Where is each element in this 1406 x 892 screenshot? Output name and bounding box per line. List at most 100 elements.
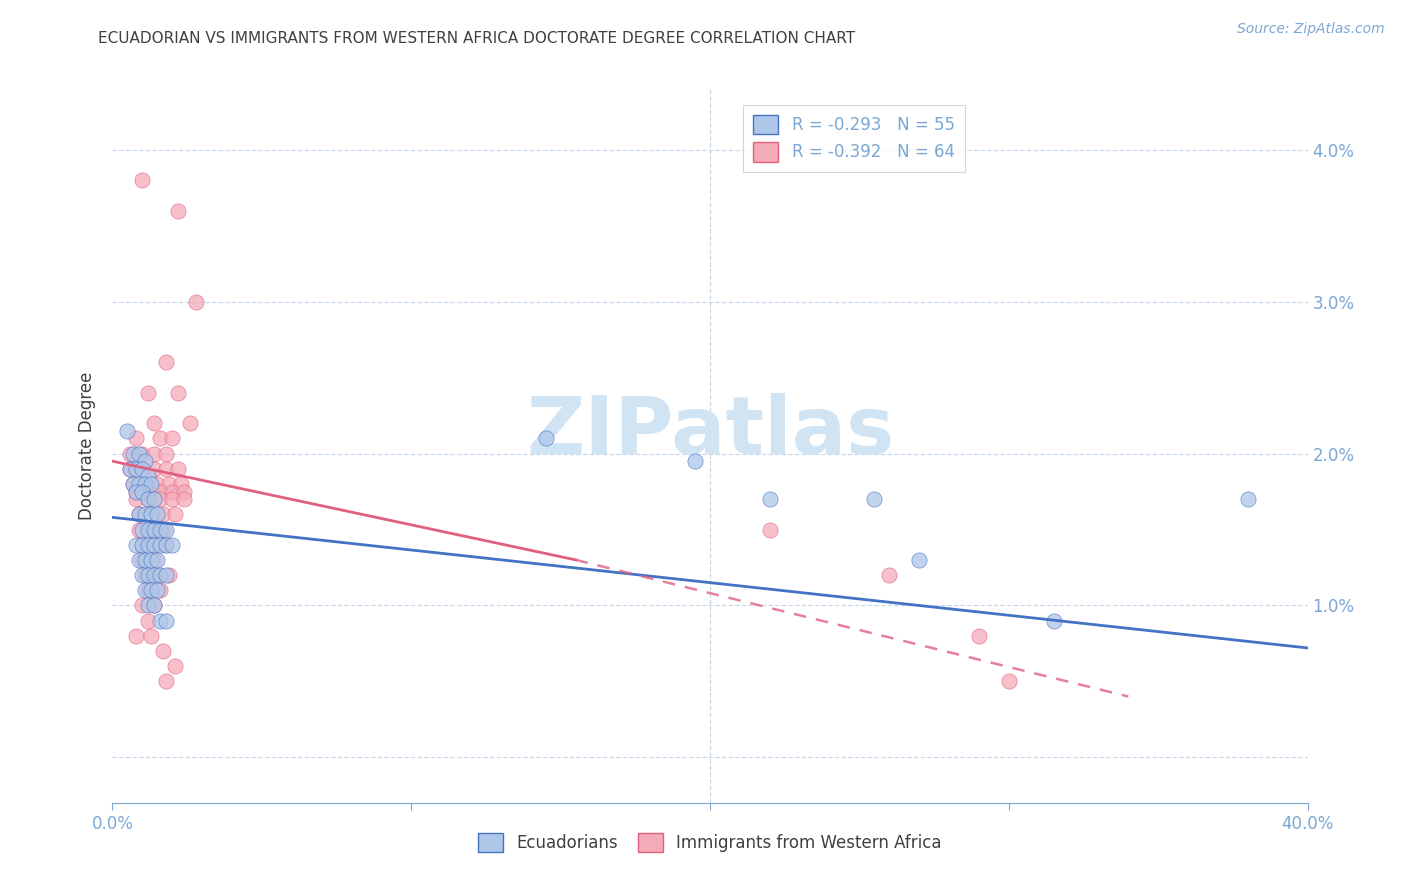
Point [131,462,153,476]
Point [162,431,183,445]
Point [125,431,148,445]
Point [759,523,782,537]
Point [131,538,153,552]
Point [128,447,150,461]
Point [131,599,153,613]
Point [157,477,180,491]
Point [146,553,169,567]
Point [128,553,150,567]
Point [155,447,177,461]
Point [167,385,190,400]
Point [998,674,1021,689]
Point [138,599,160,613]
Point [143,538,166,552]
Point [134,568,156,582]
Y-axis label: Doctorate Degree: Doctorate Degree [77,372,96,520]
Point [138,469,160,483]
Point [131,568,153,582]
Text: ZIPatlas: ZIPatlas [526,392,894,471]
Point [879,568,901,582]
Point [134,553,156,567]
Point [179,416,201,430]
Point [141,553,163,567]
Point [125,629,148,643]
Point [138,492,160,507]
Point [131,484,153,499]
Point [143,553,166,567]
Point [122,477,145,491]
Point [117,424,139,438]
Point [131,173,153,187]
Point [131,538,153,552]
Point [155,674,177,689]
Point [863,492,886,507]
Point [131,447,153,461]
Point [143,416,166,430]
Point [122,477,145,491]
Point [143,538,166,552]
Point [149,538,172,552]
Legend: Ecuadorians, Immigrants from Western Africa: Ecuadorians, Immigrants from Western Afr… [471,826,949,859]
Point [149,431,172,445]
Point [143,447,166,461]
Point [155,523,177,537]
Point [173,492,195,507]
Point [128,508,150,522]
Point [157,568,180,582]
Point [138,385,160,400]
Point [134,477,156,491]
Point [683,454,706,468]
Point [155,462,177,476]
Point [134,508,156,522]
Point [131,553,153,567]
Point [146,477,169,491]
Point [138,484,160,499]
Point [155,355,177,369]
Point [128,508,150,522]
Point [155,538,177,552]
Point [138,614,160,628]
Point [1237,492,1260,507]
Point [138,568,160,582]
Point [143,599,166,613]
Point [125,484,148,499]
Point [120,462,142,476]
Point [146,568,169,582]
Point [149,492,172,507]
Point [141,523,163,537]
Point [186,294,208,309]
Point [125,484,148,499]
Point [125,492,148,507]
Point [128,523,150,537]
Point [141,508,163,522]
Point [134,583,156,598]
Point [131,523,153,537]
Point [138,492,160,507]
Point [162,538,183,552]
Point [908,553,931,567]
Point [143,492,166,507]
Point [967,629,990,643]
Point [146,583,169,598]
Point [155,614,177,628]
Point [162,492,183,507]
Point [143,462,166,476]
Point [534,431,557,445]
Point [149,523,172,537]
Point [149,568,172,582]
Point [1042,614,1064,628]
Point [167,462,190,476]
Point [143,523,166,537]
Point [165,508,187,522]
Point [143,568,166,582]
Point [170,477,193,491]
Point [155,568,177,582]
Point [125,538,148,552]
Point [141,629,163,643]
Point [152,523,174,537]
Point [122,447,145,461]
Point [152,508,174,522]
Point [120,447,142,461]
Point [138,583,160,598]
Point [128,477,150,491]
